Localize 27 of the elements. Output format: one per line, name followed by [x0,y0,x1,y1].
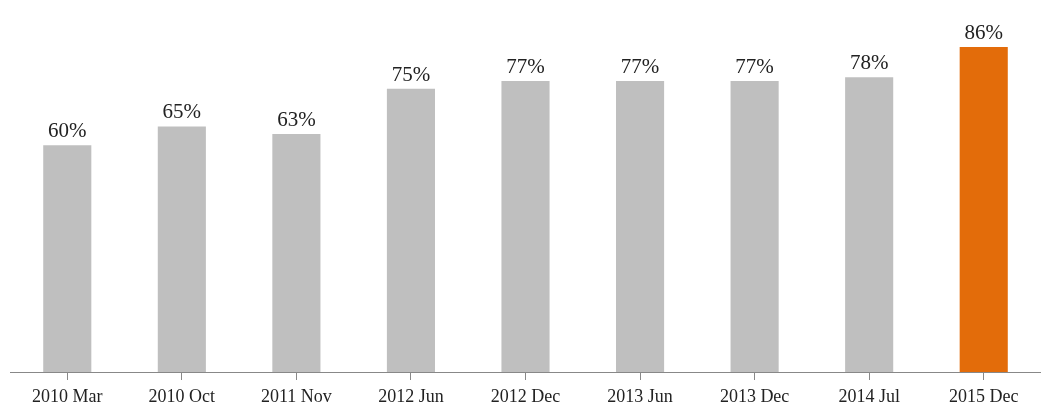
bar [845,77,894,372]
data-label: 77% [735,54,774,79]
x-tick-label: 2013 Jun [607,385,673,406]
bar [730,81,779,372]
x-tick-label: 2011 Nov [260,385,332,406]
data-label: 86% [964,20,1003,45]
x-tick-label: 2012 Dec [490,385,561,406]
data-label: 60% [48,118,87,143]
data-label: 77% [620,54,660,79]
data-label: 65% [162,99,202,124]
bar [386,88,435,372]
x-tick-label: 2013 Dec [719,385,790,406]
bar [272,133,321,372]
bar [501,81,550,372]
bar [43,145,92,372]
x-tick-label: 2012 Jun [378,385,444,406]
data-label: 75% [391,61,431,86]
bar [157,126,206,372]
data-label: 77% [506,54,545,79]
x-tick-label: 2010 Mar [32,385,103,406]
bar [959,47,1008,372]
x-tick-label: 2014 Jul [838,385,900,406]
data-label: 63% [277,106,316,131]
bar [616,81,665,372]
data-label: 78% [849,50,889,75]
x-tick-label: 2010 Oct [148,385,216,406]
x-tick-label: 2015 Dec [948,385,1019,406]
